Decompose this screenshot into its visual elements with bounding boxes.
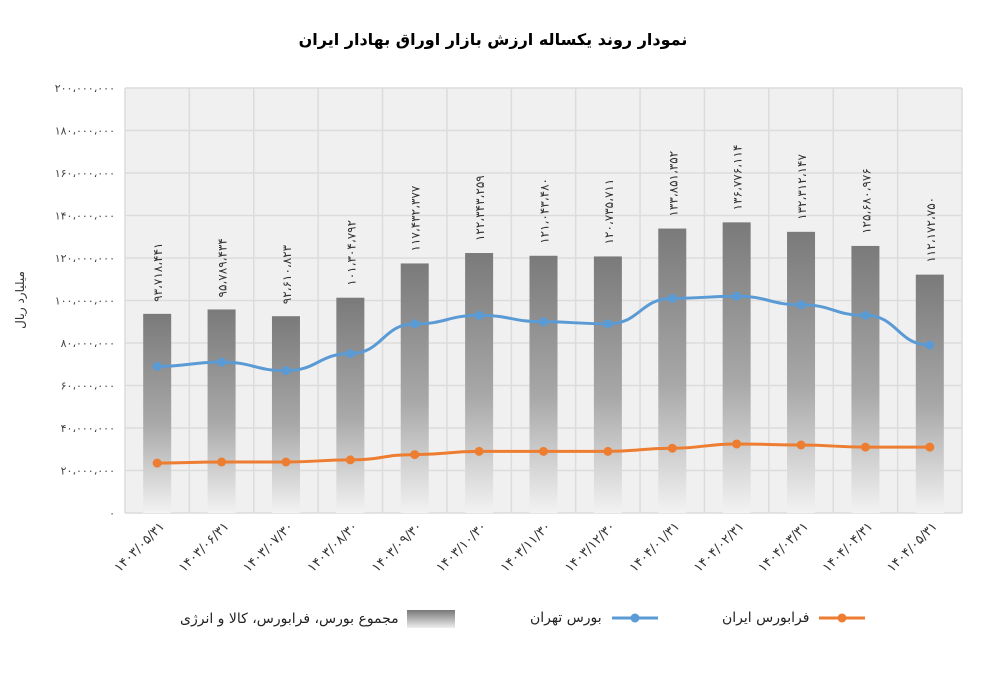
- series-point-tehran: [667, 293, 677, 303]
- legend-label-iran: فرابورس ایران: [722, 610, 810, 626]
- bar-data-label: ۹۳،۷۱۸،۴۴۱: [151, 243, 165, 302]
- legend-item-total: مجموع بورس، فرابورس، کالا و انرژی: [180, 610, 455, 628]
- bar: [915, 274, 944, 513]
- bar-data-label: ۱۱۷،۴۳۲،۳۷۷: [409, 185, 423, 251]
- bar-data-label: ۱۲۰،۷۳۵،۷۱۱: [602, 179, 616, 245]
- y-tick-label: ۱۰۰،۰۰۰،۰۰۰: [55, 295, 115, 308]
- x-tick-label: ۱۴۰۳/۱۰/۳۰: [434, 519, 490, 575]
- bar: [207, 309, 236, 513]
- x-tick-label: ۱۴۰۳/۰۸/۳۰: [305, 519, 361, 575]
- series-point-iran: [474, 446, 484, 456]
- bar: [465, 253, 494, 513]
- series-point-iran: [925, 442, 935, 452]
- series-point-tehran: [603, 319, 613, 329]
- x-tick-label: ۱۴۰۴/۰۵/۳۱: [884, 519, 940, 575]
- series-point-tehran: [860, 310, 870, 320]
- bar-data-label: ۱۳۶،۷۷۶،۱۱۴: [731, 145, 745, 211]
- bar: [722, 222, 751, 513]
- bar: [336, 297, 365, 513]
- series-point-tehran: [474, 310, 484, 320]
- chart-title: نمودار روند یکساله ارزش بازار اوراق بهاد…: [298, 30, 688, 49]
- bar: [271, 316, 300, 513]
- series-point-iran: [539, 446, 548, 456]
- x-tick-label: ۱۴۰۳/۰۹/۳۰: [369, 519, 425, 575]
- bar: [787, 231, 816, 514]
- series-point-iran: [345, 455, 355, 465]
- legend-swatch-total: [406, 610, 455, 628]
- x-tick-label: ۱۴۰۴/۰۴/۳۱: [820, 519, 876, 575]
- series-point-iran: [281, 457, 291, 467]
- y-axis-label: میلیارد ریال: [13, 271, 28, 329]
- bar: [658, 228, 687, 514]
- y-tick-label: ۱۸۰،۰۰۰،۰۰۰: [55, 125, 115, 138]
- x-tick-label: ۱۴۰۳/۱۱/۳۰: [498, 519, 554, 575]
- bar-data-label: ۱۲۱،۰۴۳،۴۸۰: [538, 178, 552, 244]
- bar-data-label: ۱۲۵،۶۸۰،۹۷۶: [859, 168, 873, 234]
- y-tick-label: ۰: [109, 507, 115, 520]
- series-point-iran: [796, 440, 806, 450]
- series-point-tehran: [796, 300, 806, 310]
- series-point-tehran: [217, 357, 227, 367]
- series-point-tehran: [925, 340, 935, 350]
- series-point-iran: [410, 450, 420, 460]
- x-tick-label: ۱۴۰۴/۰۱/۳۱: [627, 519, 683, 575]
- bar-data-label: ۱۰۱،۳۰۴،۷۹۲: [344, 220, 358, 286]
- bar-data-label: ۱۱۲،۱۷۲،۷۵۰: [924, 197, 938, 263]
- legend-item-tehran: بورس تهران: [530, 610, 660, 626]
- bar: [851, 245, 880, 514]
- legend-item-iran: فرابورس ایران: [722, 610, 867, 626]
- x-tick-label: ۱۴۰۴/۰۳/۳۱: [756, 519, 812, 575]
- series-point-iran: [603, 446, 613, 456]
- x-tick-label: ۱۴۰۴/۰۲/۳۱: [691, 519, 747, 575]
- bar: [593, 256, 622, 513]
- series-point-iran: [860, 442, 870, 452]
- legend-swatch-iran: [819, 613, 866, 623]
- y-tick-label: ۲۰۰،۰۰۰،۰۰۰: [55, 82, 115, 95]
- bar-data-label: ۱۲۲،۳۴۳،۲۵۹: [473, 175, 487, 241]
- x-tick-label: ۱۴۰۳/۰۷/۳۰: [240, 519, 296, 575]
- x-tick-label: ۱۴۰۳/۰۶/۳۱: [176, 519, 232, 575]
- y-tick-label: ۶۰،۰۰۰،۰۰۰: [61, 380, 115, 393]
- y-tick-label: ۱۲۰،۰۰۰،۰۰۰: [55, 252, 115, 265]
- legend-label-total: مجموع بورس، فرابورس، کالا و انرژی: [180, 611, 399, 627]
- x-tick-label: ۱۴۰۳/۰۵/۳۱: [112, 519, 168, 575]
- series-point-tehran: [410, 319, 420, 329]
- bar-data-label: ۱۳۳،۸۵۱،۳۵۲: [666, 151, 680, 217]
- y-tick-label: ۲۰،۰۰۰،۰۰۰: [61, 465, 115, 478]
- bar-data-label: ۱۳۲،۳۱۲،۱۴۷: [795, 154, 809, 220]
- y-tick-label: ۴۰،۰۰۰،۰۰۰: [61, 422, 115, 435]
- series-point-tehran: [152, 361, 162, 371]
- legend-swatch-tehran: [611, 613, 658, 623]
- bar: [400, 263, 429, 513]
- series-point-iran: [732, 439, 742, 449]
- series-point-iran: [152, 458, 162, 468]
- y-tick-label: ۸۰،۰۰۰،۰۰۰: [61, 337, 115, 350]
- series-point-tehran: [345, 349, 355, 359]
- series-point-tehran: [539, 317, 548, 327]
- x-tick-label: ۱۴۰۳/۱۲/۳۰: [562, 519, 618, 575]
- bar: [529, 255, 558, 514]
- bar-data-label: ۹۵،۷۸۹،۴۳۴: [216, 238, 230, 297]
- series-point-tehran: [732, 291, 742, 301]
- legend-label-tehran: بورس تهران: [530, 610, 602, 626]
- y-tick-label: ۱۶۰،۰۰۰،۰۰۰: [55, 167, 115, 180]
- y-tick-label: ۱۴۰،۰۰۰،۰۰۰: [55, 210, 115, 223]
- series-point-tehran: [281, 366, 291, 376]
- series-point-iran: [667, 443, 677, 453]
- bar-data-label: ۹۲،۶۱۰،۸۲۳: [280, 244, 294, 304]
- series-point-iran: [217, 457, 227, 467]
- bar: [143, 313, 172, 513]
